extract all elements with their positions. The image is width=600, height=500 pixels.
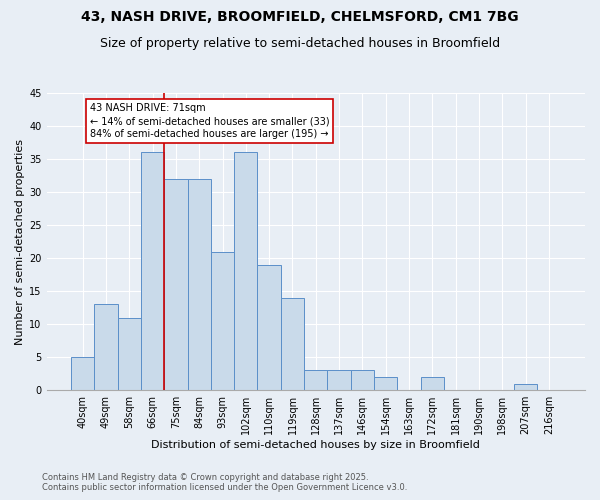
Text: 43, NASH DRIVE, BROOMFIELD, CHELMSFORD, CM1 7BG: 43, NASH DRIVE, BROOMFIELD, CHELMSFORD, … bbox=[81, 10, 519, 24]
Bar bbox=[304, 370, 328, 390]
Bar bbox=[164, 179, 188, 390]
Bar bbox=[374, 377, 397, 390]
Bar bbox=[141, 152, 164, 390]
Bar bbox=[234, 152, 257, 390]
Bar bbox=[281, 298, 304, 390]
Text: Size of property relative to semi-detached houses in Broomfield: Size of property relative to semi-detach… bbox=[100, 38, 500, 51]
Text: 43 NASH DRIVE: 71sqm
← 14% of semi-detached houses are smaller (33)
84% of semi-: 43 NASH DRIVE: 71sqm ← 14% of semi-detac… bbox=[89, 103, 329, 140]
Text: Contains HM Land Registry data © Crown copyright and database right 2025.
Contai: Contains HM Land Registry data © Crown c… bbox=[42, 473, 407, 492]
Bar bbox=[94, 304, 118, 390]
Bar bbox=[71, 357, 94, 390]
Bar bbox=[118, 318, 141, 390]
Bar bbox=[257, 264, 281, 390]
Bar bbox=[514, 384, 537, 390]
Y-axis label: Number of semi-detached properties: Number of semi-detached properties bbox=[15, 138, 25, 344]
Bar bbox=[351, 370, 374, 390]
Bar bbox=[188, 179, 211, 390]
Bar bbox=[328, 370, 351, 390]
X-axis label: Distribution of semi-detached houses by size in Broomfield: Distribution of semi-detached houses by … bbox=[151, 440, 480, 450]
Bar bbox=[211, 252, 234, 390]
Bar bbox=[421, 377, 444, 390]
